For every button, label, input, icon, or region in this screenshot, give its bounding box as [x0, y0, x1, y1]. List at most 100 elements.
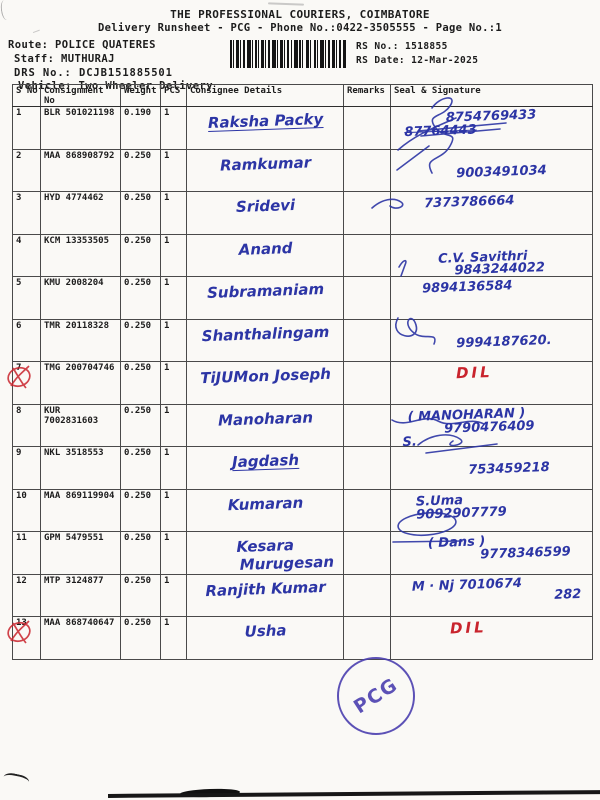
pcs-cell: 1	[160, 148, 187, 192]
signature-handwriting: ( MANOHARAN ) 9790476409 S.	[402, 405, 535, 450]
sno-cell: 5	[12, 276, 41, 320]
consignment-cell: HYD 4774462	[40, 191, 121, 235]
table-row: 7 TMG 200704746 0.250 1 TiJUMon Joseph D…	[7, 361, 593, 405]
pcs-cell: 1	[160, 531, 187, 575]
consignment-cell: MAA 868740647	[40, 616, 121, 660]
consignment-cell: KCM 13353505	[40, 233, 121, 277]
signature-cell: 7373786664	[390, 191, 593, 235]
sno-cell: 8	[12, 403, 41, 447]
consignment-cell: BLR 501021198	[40, 106, 121, 150]
table-row: 6 TMR 20118328 0.250 1 Shanthalingam 999…	[12, 318, 593, 362]
remarks-cell	[343, 531, 391, 575]
signature-cell: S.Uma 9092907779	[390, 488, 593, 532]
weight-cell: 0.250	[120, 403, 161, 447]
col-seal-signature: Seal & Signature	[390, 84, 593, 107]
consignee-cell: Kumaran	[186, 488, 344, 532]
consignee-handwriting: Kumaran	[227, 493, 304, 514]
remarks-cell	[343, 148, 391, 192]
table-body: 1 BLR 501021198 0.190 1 Raksha Packy 875…	[7, 106, 593, 660]
signature-handwriting: C.V. Savithri 9843244022	[437, 247, 546, 278]
consignee-handwriting: Kesara Murugesan	[236, 536, 335, 574]
sno-cell: 6	[12, 318, 41, 362]
remarks-cell	[343, 403, 391, 447]
pcg-stamp: PCG	[337, 657, 415, 735]
pcs-cell: 1	[160, 106, 187, 150]
consignment-cell: NKL 3518553	[40, 446, 121, 490]
signature-handwriting: 8754769433 87764443	[404, 107, 537, 140]
signature-handwriting: M · Nj 7010674 282	[411, 575, 582, 602]
signature-cell: M · Nj 7010674 282	[390, 573, 593, 617]
signature-handwriting: 9894136584	[421, 278, 513, 297]
pcs-cell: 1	[160, 191, 187, 235]
signature-cell: 8754769433 87764443	[390, 106, 593, 150]
sno-cell: 1	[12, 106, 41, 150]
pcs-cell: 1	[160, 361, 187, 405]
consignee-handwriting: Ranjith Kumar	[205, 577, 327, 600]
consignee-cell: Ranjith Kumar	[186, 573, 344, 617]
consignee-cell: Raksha Packy	[186, 106, 344, 150]
col-sno: S No	[12, 84, 41, 107]
table-row: 5 KMU 2008204 0.250 1 Subramaniam 989413…	[12, 276, 593, 320]
weight-cell: 0.250	[120, 191, 161, 235]
pcs-cell: 1	[160, 573, 187, 617]
remarks-cell	[343, 106, 391, 150]
signature-cell: 9994187620.	[390, 318, 593, 362]
table-row: 11 GPM 5479551 0.250 1 Kesara Murugesan (…	[12, 531, 593, 575]
signature-handwriting: 7373786664	[423, 193, 515, 212]
remarks-cell	[343, 233, 391, 277]
remarks-cell	[343, 191, 391, 235]
consignment-cell: KMU 2008204	[40, 276, 121, 320]
pcg-stamp-label: PCG	[349, 673, 403, 719]
consignment-cell: MAA 868908792	[40, 148, 121, 192]
route-line: Route: POLICE QUATERES	[8, 39, 156, 51]
table-row: 9 NKL 3518553 0.250 1 Jagdash 753459218	[12, 446, 593, 490]
staff-line: Staff: MUTHURAJ	[14, 53, 115, 65]
page-title: THE PROFESSIONAL COURIERS, COIMBATORE	[170, 8, 430, 21]
weight-cell: 0.190	[120, 106, 161, 150]
col-pcs: PCS	[160, 84, 187, 107]
consignee-cell: Manoharan	[186, 403, 344, 447]
remarks-cell	[343, 446, 391, 490]
table-row: 4 KCM 13353505 0.250 1 Anand C.V. Savith…	[12, 233, 593, 278]
scan-smudge	[267, 2, 305, 6]
weight-cell: 0.250	[120, 531, 161, 575]
remarks-cell	[343, 361, 391, 405]
weight-cell: 0.250	[120, 276, 161, 320]
weight-cell: 0.250	[120, 361, 161, 405]
consignee-handwriting: TiJUMon Joseph	[199, 364, 332, 388]
sno-cell: 4	[12, 233, 41, 277]
weight-cell: 0.250	[120, 318, 161, 362]
remarks-cell	[343, 488, 391, 532]
consignee-handwriting: Ramkumar	[219, 152, 312, 175]
signature-cell: ( Dans ) 9778346599	[390, 531, 593, 575]
rs-no-line: RS No.: 1518855	[356, 41, 448, 52]
signature-handwriting: ( Dans ) 9778346599	[427, 534, 571, 562]
signature-cell: C.V. Savithri 9843244022	[390, 233, 593, 278]
sno-cell: 9	[12, 446, 41, 490]
pcs-cell: 1	[160, 318, 187, 362]
consignee-cell: Shanthalingam	[186, 318, 344, 362]
consignee-cell: Usha	[186, 616, 344, 660]
remarks-cell	[343, 573, 391, 617]
consignee-handwriting: Sridevi	[235, 195, 296, 217]
table-row: 10 MAA 869119904 0.250 1 Kumaran S.Uma 90…	[12, 488, 593, 532]
runsheet-table: S No Consignment No Weight PCS Consignee…	[7, 84, 593, 660]
consignment-cell: TMG 200704746	[40, 361, 121, 405]
signature-cell: 9894136584	[390, 276, 593, 320]
rs-date-line: RS Date: 12-Mar-2025	[356, 55, 479, 66]
consignee-handwriting: Anand	[238, 238, 293, 259]
signature-handwriting: S.Uma 9092907779	[415, 492, 507, 522]
drs-no-line: DRS No.: DCJB151885501	[14, 67, 173, 79]
table-row: 3 HYD 4774462 0.250 1 Sridevi 7373786664	[12, 191, 593, 235]
consignee-handwriting: Manoharan	[217, 407, 314, 430]
weight-cell: 0.250	[120, 446, 161, 490]
pcs-cell: 1	[160, 488, 187, 532]
pcs-cell: 1	[160, 403, 187, 447]
barcode-icon	[230, 40, 346, 68]
sno-cell: 7	[7, 361, 41, 405]
weight-cell: 0.250	[120, 233, 161, 277]
col-consignee: Consignee Details	[186, 84, 344, 107]
consignment-cell: MTP 3124877	[40, 573, 121, 617]
table-row: 13 MAA 868740647 0.250 1 Usha DIL	[7, 616, 593, 660]
